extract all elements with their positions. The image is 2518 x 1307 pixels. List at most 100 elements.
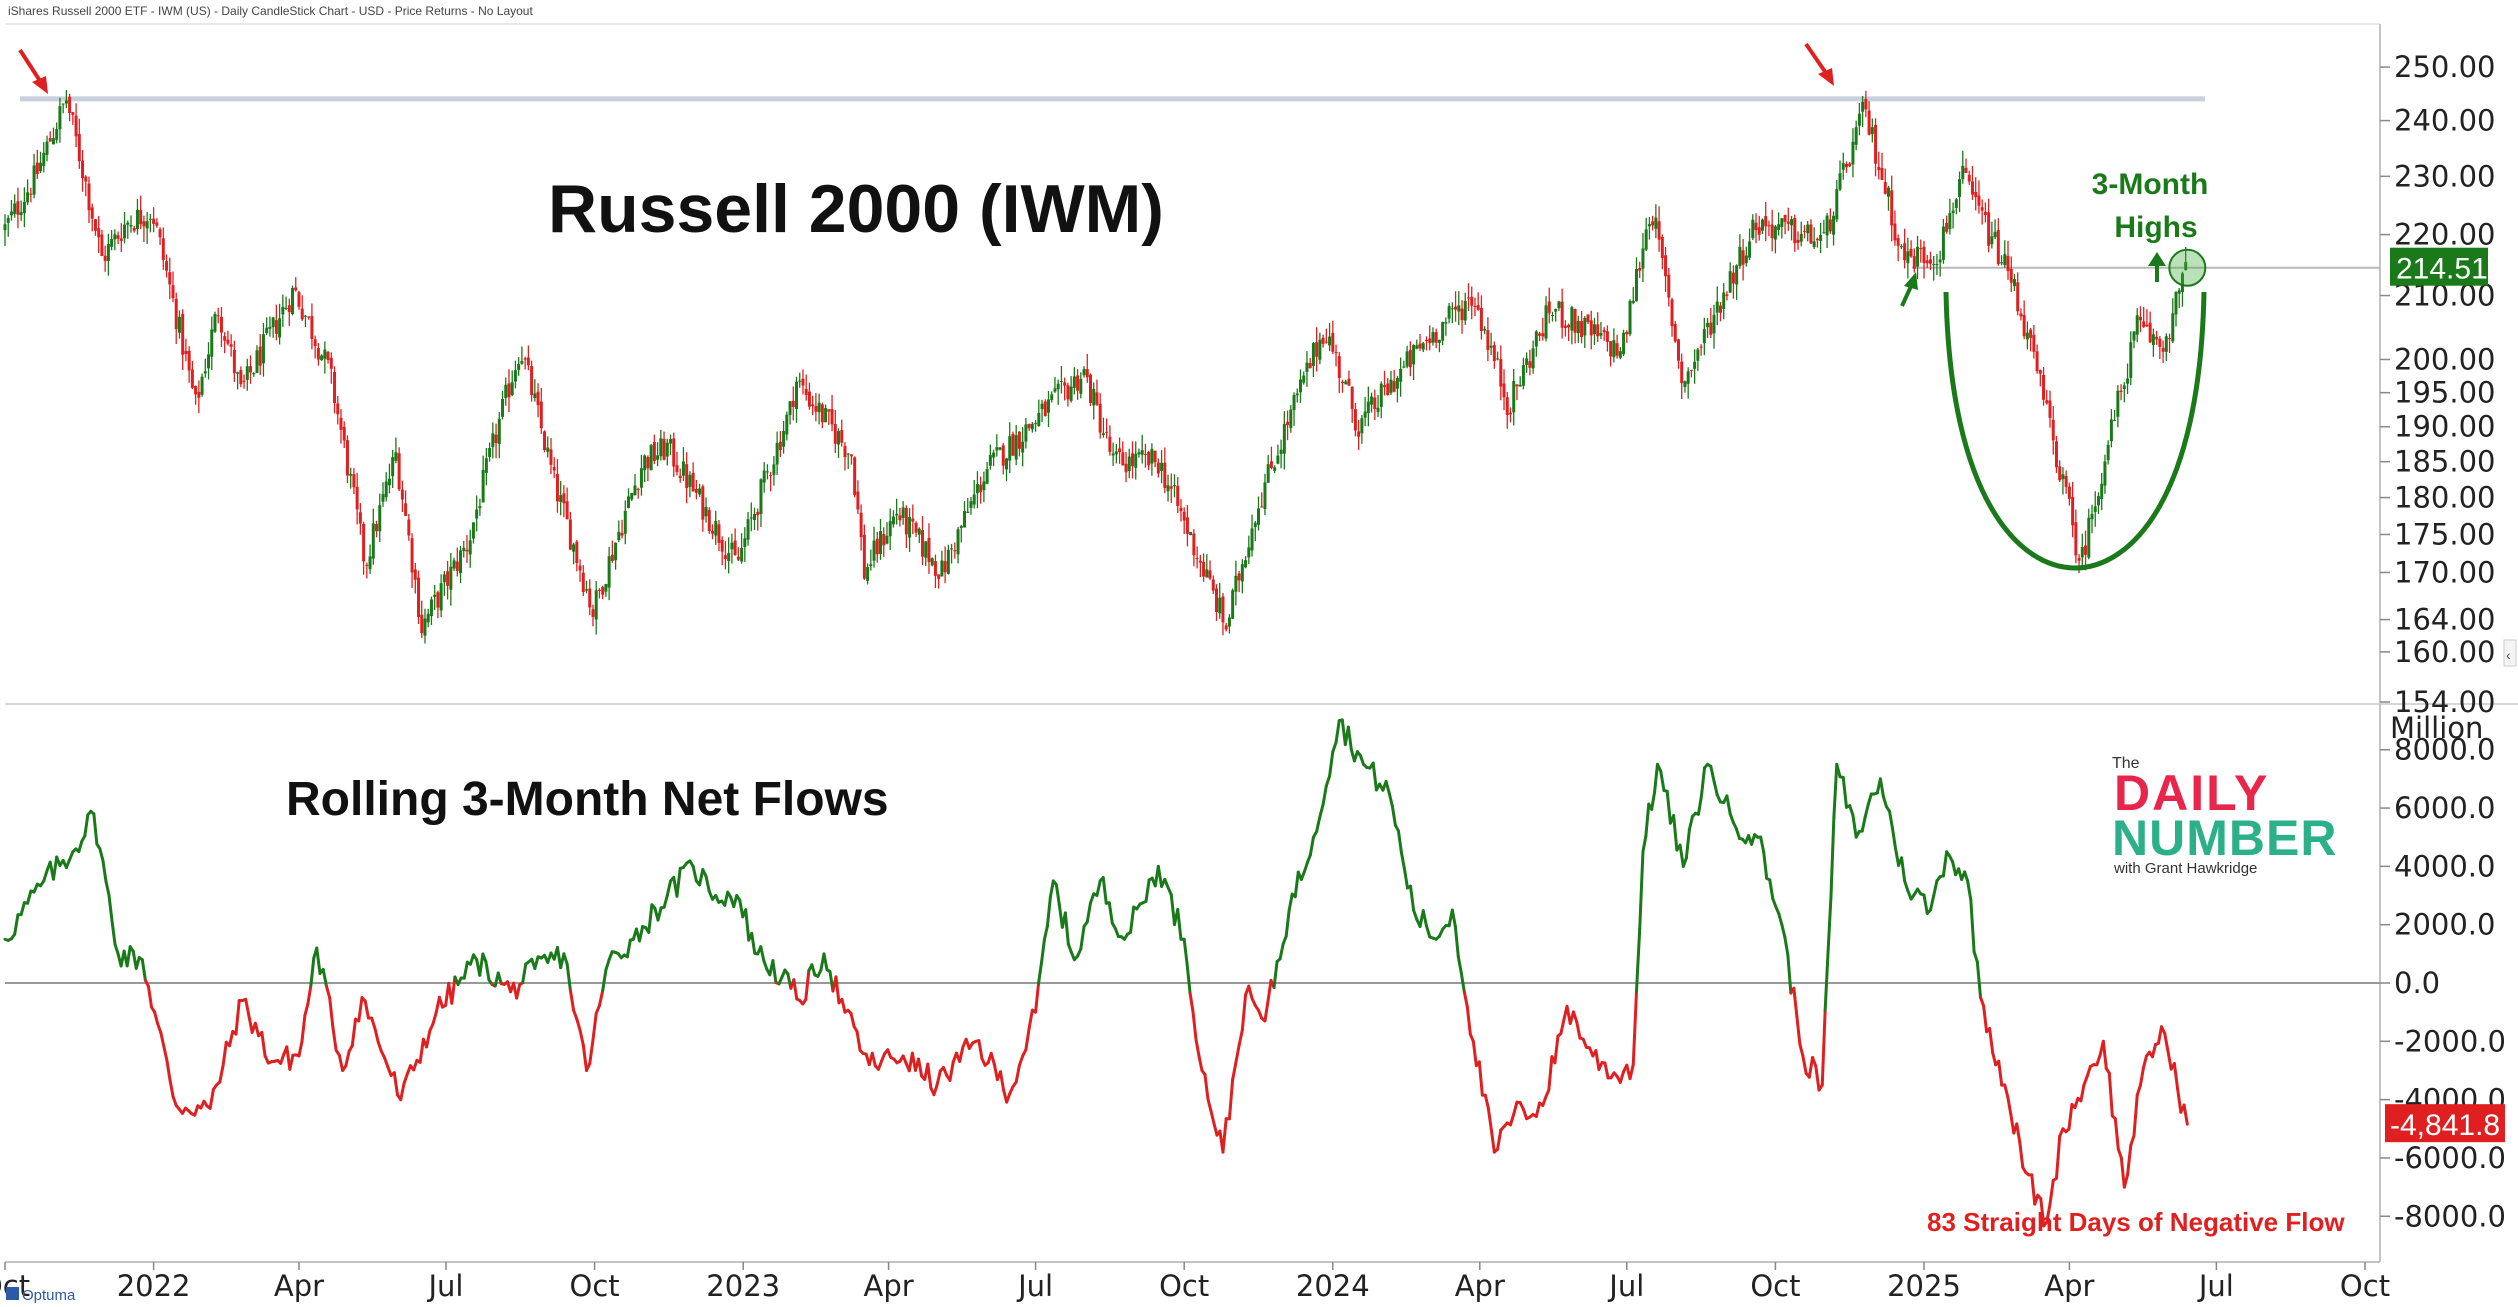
flow-line-segment: [1185, 963, 1192, 995]
candle-body: [1234, 575, 1238, 592]
candle-body: [1337, 356, 1341, 378]
candle-body: [879, 531, 883, 555]
flow-line-segment: [2172, 1062, 2180, 1091]
svg-text:‹: ‹: [2506, 647, 2511, 663]
candle-body: [704, 507, 708, 517]
candle-body: [882, 534, 886, 546]
candle-body: [2113, 420, 2117, 422]
candle-body: [1214, 588, 1218, 612]
candle-body: [853, 457, 857, 496]
logo-daily: DAILY: [2114, 765, 2269, 821]
candle-body: [1231, 590, 1235, 619]
x-tick-label: Apr: [274, 1269, 324, 1303]
flow-line-segment: [1829, 815, 1836, 899]
candle-body: [1412, 345, 1416, 365]
candle-body: [113, 234, 117, 240]
flow-line-segment: [2135, 1083, 2142, 1097]
candle-body: [1043, 401, 1047, 417]
candle-body: [1534, 331, 1538, 347]
candle-body: [210, 329, 214, 357]
flow-line-segment: [2085, 1065, 2092, 1078]
flow-line-segment: [1328, 750, 1335, 778]
candle-body: [1315, 342, 1319, 357]
candle-body: [1767, 225, 1771, 227]
candle-body: [888, 521, 892, 537]
candle-body: [1680, 361, 1684, 384]
candle-body: [1896, 238, 1900, 246]
price-y-tick-label: 175.00: [2394, 517, 2495, 551]
candle-body: [1806, 224, 1810, 234]
flow-line-segment: [140, 958, 147, 982]
candle-body: [1987, 212, 1991, 246]
logo-the: The: [2112, 755, 2140, 772]
flow-line-segment: [1559, 1017, 1566, 1035]
candle-body: [1382, 385, 1386, 388]
candle-body: [1496, 358, 1500, 360]
candle-body: [1505, 397, 1509, 415]
candle-body: [904, 507, 908, 535]
flow-line-segment: [2126, 1143, 2133, 1177]
flow-line-segment: [1402, 867, 1410, 890]
candle-body: [1266, 464, 1270, 483]
candle-body: [345, 440, 349, 476]
candle-body: [106, 244, 110, 261]
flow-line-segment: [1653, 762, 1659, 794]
flow-line-segment: [1603, 1061, 1610, 1080]
flow-line-segment: [26, 889, 33, 905]
candle-body: [1525, 358, 1529, 365]
flow-line-segment: [1034, 981, 1041, 1014]
peak-arrow-right: [1804, 42, 1834, 86]
candle-body: [1912, 256, 1916, 269]
candle-body: [933, 561, 937, 576]
scroll-handle[interactable]: ‹: [2503, 639, 2517, 667]
flow-line-segment: [51, 855, 59, 881]
flow-line-segment: [1456, 955, 1463, 975]
candle-body: [100, 234, 104, 257]
candle-body: [236, 372, 240, 374]
candle-body: [1244, 560, 1248, 568]
candle-body: [1693, 361, 1697, 369]
candle-body: [675, 465, 679, 473]
flow-line-segment: [337, 1053, 345, 1072]
flow-line-segment: [42, 869, 49, 883]
candle-body: [2177, 290, 2181, 294]
flow-line-segment: [1628, 1063, 1635, 1081]
flow-line-segment: [1932, 879, 1939, 898]
flow-line-segment: [1644, 802, 1651, 838]
candle-body: [1279, 449, 1283, 454]
flow-line-segment: [234, 999, 241, 1036]
candle-body: [378, 505, 382, 532]
candle-body: [720, 539, 724, 552]
flow-line-segment: [804, 969, 811, 1002]
candle-body: [1932, 264, 1936, 266]
flow-line-segment: [1176, 908, 1183, 941]
flow-line-segment: [1750, 833, 1757, 846]
candle-body: [1192, 533, 1196, 556]
candle-body: [1489, 345, 1493, 348]
candle-body: [2064, 475, 2068, 487]
candle-body: [468, 540, 472, 555]
candle-body: [2074, 522, 2078, 556]
candle-body: [659, 438, 663, 457]
flow-line-segment: [521, 962, 528, 985]
flow-line-segment: [1795, 1014, 1802, 1046]
candle-body: [2119, 390, 2123, 392]
candle-body: [2158, 338, 2162, 347]
flow-line-segment: [159, 1031, 166, 1049]
candle-body: [1163, 462, 1167, 488]
flow-line-segment: [373, 1026, 380, 1044]
candle-body: [129, 225, 133, 227]
candle-body: [807, 391, 811, 407]
candle-body: [442, 574, 446, 583]
flow-line-segment: [2107, 1071, 2114, 1118]
candle-body: [1421, 343, 1425, 350]
candle-body: [1935, 264, 1939, 266]
candle-body: [45, 141, 49, 155]
candle-body: [804, 388, 808, 396]
candle-body: [1321, 337, 1325, 344]
flow-line-segment: [1191, 1010, 1198, 1042]
candle-body: [1974, 191, 1978, 198]
candle-body: [2048, 400, 2052, 418]
price-y-tick-label: 164.00: [2394, 603, 2495, 637]
flow-line-segment: [437, 995, 445, 1009]
